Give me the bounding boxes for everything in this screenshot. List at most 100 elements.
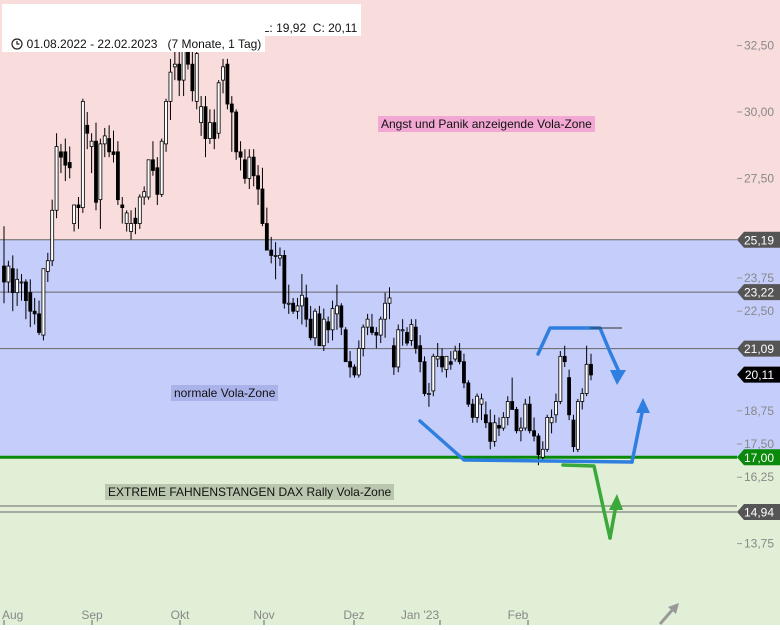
level-badge (737, 366, 780, 383)
candle-body (80, 100, 85, 209)
candle-body (501, 417, 506, 429)
candle-body (203, 106, 208, 139)
candle-body (59, 151, 63, 158)
level-value-label: 23,22 (744, 286, 774, 300)
candle-body (212, 122, 217, 139)
candle-body (510, 401, 515, 410)
candle-body (462, 361, 466, 384)
level-value-label: 20,11 (745, 368, 774, 382)
level-badge (737, 284, 780, 301)
candle-body (457, 350, 462, 363)
candle-body (72, 204, 76, 224)
candle-body (286, 302, 291, 305)
candle-body (545, 417, 550, 450)
x-tick-label: Okt (171, 608, 190, 622)
candle-body (76, 204, 81, 209)
candle-body (589, 363, 593, 376)
candle-body (483, 414, 488, 424)
green-up-arrow-head (609, 494, 623, 510)
candle-body (151, 159, 155, 171)
candle-body (352, 366, 357, 376)
candle-body (326, 321, 331, 331)
candle-body (497, 425, 501, 429)
candle-body (370, 326, 374, 333)
candle-body (216, 82, 221, 134)
candle-body (172, 63, 177, 68)
candle-body (409, 324, 414, 341)
candle-body (523, 403, 528, 429)
candle-body (584, 363, 589, 394)
candle-body (124, 212, 129, 224)
candle-body (422, 361, 427, 394)
candle-body (330, 308, 335, 331)
candle-body (532, 430, 536, 437)
y-tick-label: 18,75 (744, 404, 774, 418)
candle-body (194, 53, 199, 102)
candle-body (164, 100, 168, 145)
blue-up-arrow-shaft (630, 406, 645, 464)
candle-body (129, 223, 133, 232)
candle-body (282, 255, 287, 304)
candle-body (304, 297, 309, 320)
level-badge (737, 231, 780, 248)
candle-body (444, 355, 449, 371)
candle-body (256, 175, 260, 190)
candle-body (229, 103, 234, 113)
candle-body (519, 427, 523, 432)
period-line: 01.08.2022 - 22.02.2023 (7 Monate, 1 Tag… (2, 20, 266, 52)
candle-body (260, 188, 265, 224)
zone-label-middle: normale Vola-Zone (171, 385, 279, 401)
candle-body (413, 326, 418, 349)
candle-body (308, 318, 313, 339)
candle-body (10, 268, 15, 294)
candle-body (207, 122, 212, 139)
clock-icon (11, 38, 23, 50)
candle-body (2, 265, 6, 283)
candle-body (94, 140, 98, 203)
x-tick-label: Sep (81, 608, 103, 622)
candle-body (361, 326, 366, 349)
candle-body (396, 329, 401, 368)
candle-body (251, 156, 256, 177)
candle-body (343, 329, 348, 363)
candle-body (115, 151, 120, 201)
level-badge (737, 449, 780, 466)
candle-body (348, 361, 352, 368)
candle-body (19, 281, 24, 284)
candle-body (453, 350, 458, 360)
candle-body (50, 209, 55, 262)
candle-body (37, 313, 41, 333)
level-value-label: 21,09 (744, 342, 774, 356)
candle-body (378, 318, 383, 336)
candle-body (549, 417, 554, 424)
candle-body (567, 377, 571, 416)
candle-body (54, 146, 59, 211)
candle-body (466, 382, 471, 405)
candle-body (571, 419, 576, 448)
zone-label-lower: EXTREME FAHNENSTANGEN DAX Rally Vola-Zon… (105, 484, 395, 500)
candle-body (505, 401, 510, 418)
y-tick-label: 23,75 (744, 271, 774, 285)
candle-body (234, 111, 239, 153)
y-tick-label: 13,75 (744, 537, 774, 551)
candle-body (238, 151, 243, 158)
candle-body (418, 345, 423, 363)
level-value-label: 17,00 (744, 451, 774, 465)
y-tick-label: 27,50 (744, 171, 774, 185)
candle-body (67, 162, 72, 169)
candle-body (107, 138, 112, 153)
candle-body (479, 398, 484, 405)
y-tick-label: 17,50 (744, 437, 774, 451)
x-tick-label: Aug (2, 608, 23, 622)
candle-body (383, 302, 388, 320)
candle-body (387, 297, 392, 304)
candle-body (435, 355, 440, 360)
candle-body (264, 223, 269, 251)
green-up-arrow-shaft (608, 503, 618, 540)
candle-body (339, 305, 344, 328)
candle-body (427, 393, 431, 395)
y-tick-label: 30,00 (744, 105, 774, 119)
candle-body (98, 143, 103, 201)
